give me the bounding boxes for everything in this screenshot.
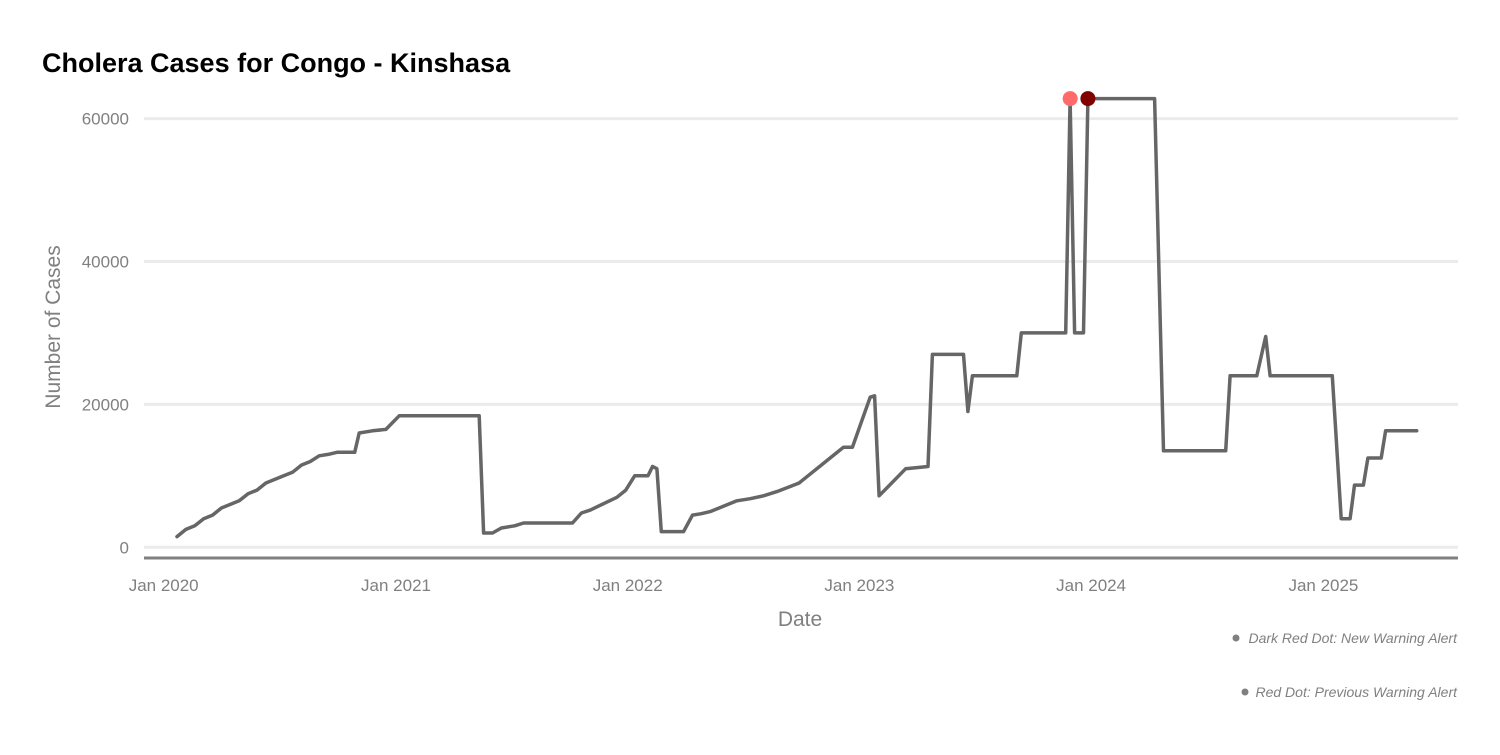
y-tick-label: 0 bbox=[120, 538, 129, 557]
alert-marker-dot bbox=[1080, 91, 1096, 107]
x-axis-title: Date bbox=[778, 608, 822, 631]
alert-markers bbox=[1062, 91, 1096, 107]
x-axis-ticks: Jan 2020 Jan 2021 Jan 2022 Jan 2023 Jan 2024… bbox=[129, 576, 1359, 595]
legend-note-previous: Red Dot: Previous Warning Alert bbox=[1241, 684, 1458, 700]
y-axis-ticks: 0 20000 40000 60000 bbox=[82, 110, 129, 558]
x-tick-label: Jan 2020 bbox=[129, 576, 199, 595]
y-axis-title: Number of Cases bbox=[42, 245, 65, 408]
grid-lines bbox=[144, 117, 1458, 549]
alert-marker-dot bbox=[1062, 91, 1078, 107]
y-tick-label: 20000 bbox=[82, 395, 129, 414]
series-line-cases bbox=[175, 96, 1419, 539]
chart-title: Cholera Cases for Congo - Kinshasa bbox=[42, 48, 511, 78]
x-tick-label: Jan 2021 bbox=[361, 576, 431, 595]
note-previous-warning: Red Dot: Previous Warning Alert bbox=[1255, 684, 1458, 700]
note-new-warning: Dark Red Dot: New Warning Alert bbox=[1248, 630, 1458, 646]
y-tick-label: 40000 bbox=[82, 252, 129, 271]
x-tick-label: Jan 2022 bbox=[593, 576, 663, 595]
x-tick-label: Jan 2024 bbox=[1056, 576, 1126, 595]
y-tick-label: 60000 bbox=[82, 110, 129, 129]
bullet-icon bbox=[1232, 634, 1240, 642]
x-tick-label: Jan 2023 bbox=[824, 576, 894, 595]
x-tick-label: Jan 2025 bbox=[1288, 576, 1358, 595]
legend-note-new: Dark Red Dot: New Warning Alert bbox=[1232, 630, 1458, 646]
series-layer bbox=[175, 96, 1419, 539]
bullet-icon bbox=[1241, 688, 1249, 696]
